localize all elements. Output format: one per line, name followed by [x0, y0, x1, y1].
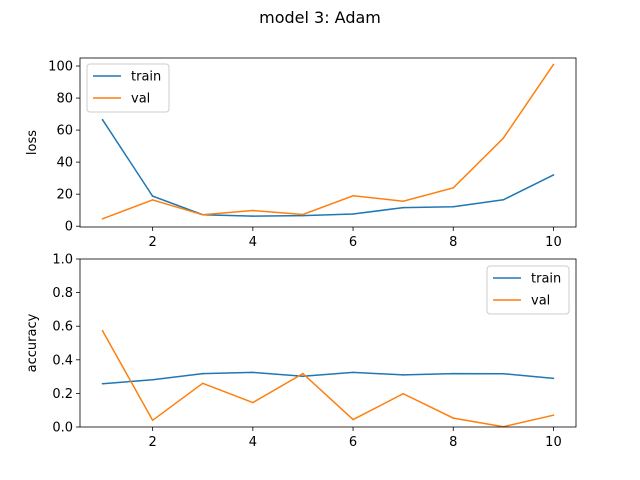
accuracy-train-point	[452, 372, 455, 375]
accuracy-y-tick-label: 0.8	[52, 286, 73, 301]
accuracy-val-line	[101, 330, 554, 428]
accuracy-train-point	[552, 377, 555, 380]
accuracy-chart: 2 4 6 8 10 0.0 0.2 0.4 0.6 0.8 1.0 accuracy train val	[25, 253, 577, 450]
loss-y-tick-label: 80	[56, 92, 73, 107]
loss-val-point	[352, 195, 354, 197]
accuracy-y-tick-label: 0.0	[52, 421, 73, 436]
accuracy-val-point	[252, 401, 254, 404]
loss-val-point	[201, 214, 204, 216]
loss-x-tick-label: 8	[449, 235, 457, 250]
loss-val-point	[452, 187, 455, 189]
loss-x-tick-label: 6	[349, 235, 357, 250]
loss-plot-frame	[79, 57, 577, 228]
loss-y-axis-label: loss	[25, 130, 40, 155]
loss-legend: train val	[86, 63, 170, 113]
loss-legend-label-train: train	[131, 70, 161, 85]
accuracy-x-tick-label: 2	[149, 435, 157, 450]
loss-train-point	[502, 199, 505, 201]
accuracy-y-tick-label: 0.2	[52, 387, 73, 402]
accuracy-train-point	[302, 375, 304, 378]
loss-y-tick-label: 100	[48, 60, 73, 75]
accuracy-val-point	[201, 382, 204, 385]
loss-val-point	[151, 199, 154, 201]
loss-y-tick-label: 40	[56, 156, 73, 171]
loss-train-line	[101, 119, 554, 217]
loss-y-tick-label: 20	[56, 188, 73, 203]
accuracy-y-tick-label: 0.6	[52, 320, 73, 335]
accuracy-train-point	[252, 371, 254, 374]
accuracy-y-tick-label: 0.4	[52, 353, 73, 368]
loss-val-line	[102, 63, 555, 220]
loss-x-tick-label: 4	[249, 235, 257, 250]
loss-val-point	[302, 213, 304, 216]
loss-val-point	[552, 63, 555, 66]
loss-val-point	[502, 137, 505, 139]
loss-train-point	[402, 206, 405, 209]
accuracy-x-tick-label: 4	[249, 435, 257, 450]
loss-train-point	[101, 118, 104, 121]
accuracy-train-point	[101, 382, 104, 385]
accuracy-val-point	[452, 417, 455, 419]
accuracy-legend-label-train: train	[531, 272, 561, 287]
accuracy-legend-label-val: val	[531, 294, 550, 309]
accuracy-y-axis-label: accuracy	[25, 313, 40, 372]
accuracy-val-point	[352, 418, 354, 421]
loss-legend-label-val: val	[131, 92, 150, 107]
accuracy-legend: train val	[486, 265, 570, 315]
accuracy-train-point	[151, 379, 154, 381]
accuracy-x-tick-label: 6	[349, 435, 357, 450]
loss-x-tick-label: 2	[149, 235, 157, 250]
loss-train-point	[252, 215, 254, 217]
loss-y-tick-label: 0	[65, 220, 73, 235]
accuracy-train-point	[402, 374, 405, 376]
accuracy-train-point	[201, 372, 204, 375]
accuracy-val-point	[552, 414, 555, 417]
accuracy-x-tick-label: 8	[449, 435, 457, 450]
accuracy-val-point	[151, 419, 154, 422]
figure-title: model 3: Adam	[259, 8, 381, 27]
loss-train-point	[452, 205, 455, 208]
loss-train-point	[552, 174, 555, 176]
loss-val-point	[101, 218, 104, 220]
loss-val-point	[402, 200, 405, 202]
accuracy-train-point	[502, 372, 505, 375]
loss-x-tick-label: 10	[545, 235, 562, 250]
accuracy-val-point	[302, 372, 304, 375]
accuracy-plot-frame	[79, 258, 577, 428]
accuracy-train-line	[102, 371, 554, 385]
accuracy-val-point	[101, 329, 104, 332]
accuracy-y-tick-label: 1.0	[52, 253, 73, 268]
accuracy-x-tick-label: 10	[545, 435, 562, 450]
accuracy-train-point	[352, 371, 354, 374]
loss-train-point	[352, 213, 354, 215]
loss-train-point	[151, 195, 154, 197]
accuracy-val-point	[402, 392, 405, 395]
loss-val-point	[252, 209, 254, 212]
loss-y-tick-label: 60	[56, 124, 73, 139]
